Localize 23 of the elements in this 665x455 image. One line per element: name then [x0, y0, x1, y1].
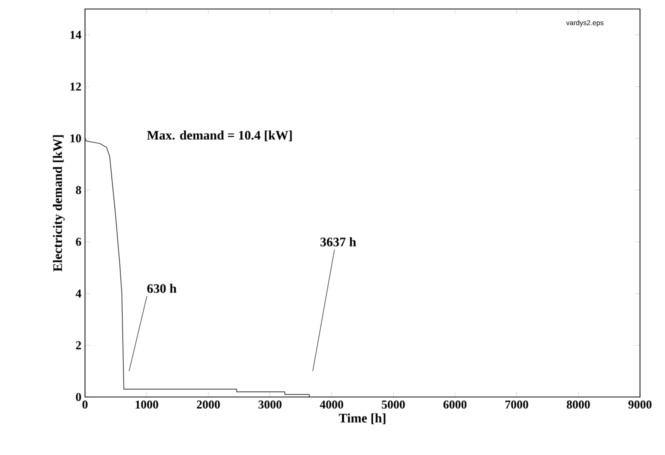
y-tick-label: 14	[70, 30, 82, 39]
x-tick-label: 1000	[136, 400, 158, 409]
y-tick-label: 2	[76, 341, 81, 350]
y-axis-title: Electricity demand [kW]	[52, 135, 65, 272]
y-tick-label: 6	[76, 238, 82, 246]
x-tick-label: 9000	[628, 400, 652, 409]
x-tick-label: 4000	[320, 400, 344, 409]
y-tick-label: 10	[70, 134, 82, 142]
annotation: Max. demand = 10.4 [kW]	[147, 130, 292, 142]
x-tick-label: 2000	[196, 400, 220, 409]
x-tick-label: 6000	[443, 400, 466, 409]
y-tick-label: 12	[70, 82, 81, 91]
x-tick-label: 7000	[505, 400, 528, 409]
y-tick-label: 4	[76, 290, 82, 298]
x-axis-title: Time [h]	[338, 413, 386, 424]
x-tick-label: 8000	[566, 400, 590, 409]
y-tick-label: 8	[76, 186, 82, 194]
x-tick-label: 0	[82, 400, 88, 409]
annotation: 3637 h	[320, 237, 356, 246]
annotation: 630 h	[147, 284, 176, 293]
x-tick-label: 3000	[258, 400, 282, 409]
x-tick-label: 5000	[382, 400, 405, 409]
y-tick-label: 0	[76, 392, 82, 402]
